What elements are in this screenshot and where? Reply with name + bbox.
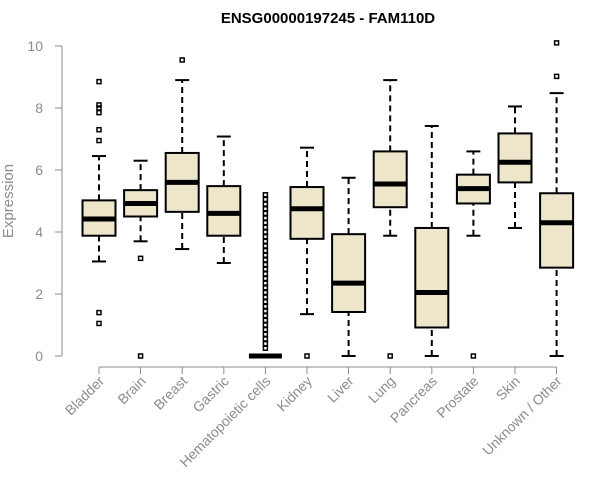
outlier-hematopoietic-cells-3 xyxy=(262,331,269,338)
box-liver xyxy=(331,176,367,357)
outlier-hematopoietic-cells-2 xyxy=(262,336,269,342)
outlier-hematopoietic-cells-33 xyxy=(262,192,269,198)
outlier-hematopoietic-cells-26 xyxy=(262,224,269,231)
box-skin xyxy=(497,105,533,229)
outlier-bladder-7 xyxy=(96,78,102,85)
y-tick-label-8: 8 xyxy=(35,100,43,116)
outlier-hematopoietic-cells-21 xyxy=(262,247,269,254)
box-gastric xyxy=(206,135,242,264)
outlier-hematopoietic-cells-24 xyxy=(262,233,269,240)
outlier-hematopoietic-cells-25 xyxy=(262,229,269,235)
y-tick-label-0: 0 xyxy=(35,348,43,364)
y-tick-label-2: 2 xyxy=(35,286,43,302)
outlier-hematopoietic-cells-8 xyxy=(262,308,269,314)
box-kidney xyxy=(289,146,325,359)
iqr-box-skin xyxy=(497,132,533,184)
outlier-hematopoietic-cells-6 xyxy=(262,317,269,324)
box-breast xyxy=(164,57,200,251)
outlier-hematopoietic-cells-14 xyxy=(262,280,269,286)
box-brain xyxy=(123,159,159,359)
boxes-group xyxy=(81,40,575,359)
outlier-hematopoietic-cells-9 xyxy=(262,303,269,310)
iqr-box-liver xyxy=(331,233,367,313)
outlier-bladder-5 xyxy=(96,105,102,111)
chart-title: ENSG00000197245 - FAM110D xyxy=(221,10,435,27)
outlier-brain-1 xyxy=(137,255,144,262)
x-tick-label-skin: Skin xyxy=(493,373,524,404)
outlier-hematopoietic-cells-1 xyxy=(262,340,269,347)
outlier-bladder-1 xyxy=(96,309,102,316)
box-pancreas xyxy=(414,124,450,357)
y-axis-label: Expression xyxy=(0,164,17,238)
x-tick-label-brain: Brain xyxy=(114,373,148,407)
x-tick-label-breast: Breast xyxy=(150,373,190,413)
outlier-bladder-0 xyxy=(96,320,102,327)
outlier-hematopoietic-cells-7 xyxy=(262,312,269,319)
outlier-kidney-0 xyxy=(304,353,310,359)
x-tick-label-lung: Lung xyxy=(365,373,398,406)
outlier-unknown-other-0 xyxy=(553,73,560,80)
outlier-bladder-2 xyxy=(96,137,102,144)
x-tick-label-kidney: Kidney xyxy=(274,373,316,415)
outlier-hematopoietic-cells-28 xyxy=(262,215,269,221)
iqr-box-lung xyxy=(372,150,408,209)
box-hematopoietic-cells xyxy=(248,192,282,359)
outlier-hematopoietic-cells-15 xyxy=(262,275,269,282)
y-tick-label-6: 6 xyxy=(35,162,43,178)
outlier-bladder-4 xyxy=(96,109,102,116)
outlier-hematopoietic-cells-5 xyxy=(262,322,269,328)
outlier-hematopoietic-cells-13 xyxy=(262,285,269,291)
box-prostate xyxy=(455,150,491,359)
outlier-lung-0 xyxy=(387,353,393,359)
box-lung xyxy=(372,79,408,359)
outlier-hematopoietic-cells-19 xyxy=(262,257,269,263)
outlier-hematopoietic-cells-31 xyxy=(262,201,269,207)
outlier-hematopoietic-cells-18 xyxy=(262,261,269,268)
x-tick-label-prostate: Prostate xyxy=(433,373,481,421)
x-tick-label-bladder: Bladder xyxy=(62,373,108,419)
outlier-unknown-other-1 xyxy=(553,40,560,46)
outlier-hematopoietic-cells-22 xyxy=(262,243,269,249)
y-axis: 0 2 4 6 8 10 xyxy=(27,38,63,364)
outlier-hematopoietic-cells-11 xyxy=(262,294,269,300)
outlier-hematopoietic-cells-32 xyxy=(262,196,269,203)
outlier-hematopoietic-cells-0 xyxy=(262,345,269,351)
outlier-brain-0 xyxy=(137,353,144,359)
outlier-hematopoietic-cells-4 xyxy=(262,326,269,333)
outlier-breast-0 xyxy=(179,57,185,63)
y-tick-label-10: 10 xyxy=(27,38,43,54)
box-bladder xyxy=(81,78,117,327)
outlier-hematopoietic-cells-12 xyxy=(262,289,269,296)
iqr-box-kidney xyxy=(289,186,325,240)
outlier-hematopoietic-cells-27 xyxy=(262,219,269,226)
x-tick-label-liver: Liver xyxy=(324,373,357,406)
iqr-box-unknown-other xyxy=(539,192,575,269)
outlier-prostate-0 xyxy=(470,353,477,359)
outlier-hematopoietic-cells-30 xyxy=(262,206,269,212)
outlier-hematopoietic-cells-16 xyxy=(262,271,269,277)
outlier-hematopoietic-cells-23 xyxy=(262,238,269,245)
box-unknown-other xyxy=(539,40,575,357)
outlier-hematopoietic-cells-10 xyxy=(262,299,269,305)
outlier-hematopoietic-cells-29 xyxy=(262,210,269,217)
x-tick-label-unknown-other: Unknown / Other xyxy=(479,373,565,459)
outlier-bladder-3 xyxy=(96,126,102,133)
outlier-hematopoietic-cells-17 xyxy=(262,266,269,272)
outlier-bladder-6 xyxy=(96,102,102,108)
outlier-hematopoietic-cells-20 xyxy=(262,252,269,258)
y-tick-label-4: 4 xyxy=(35,224,43,240)
iqr-box-pancreas xyxy=(414,226,450,329)
